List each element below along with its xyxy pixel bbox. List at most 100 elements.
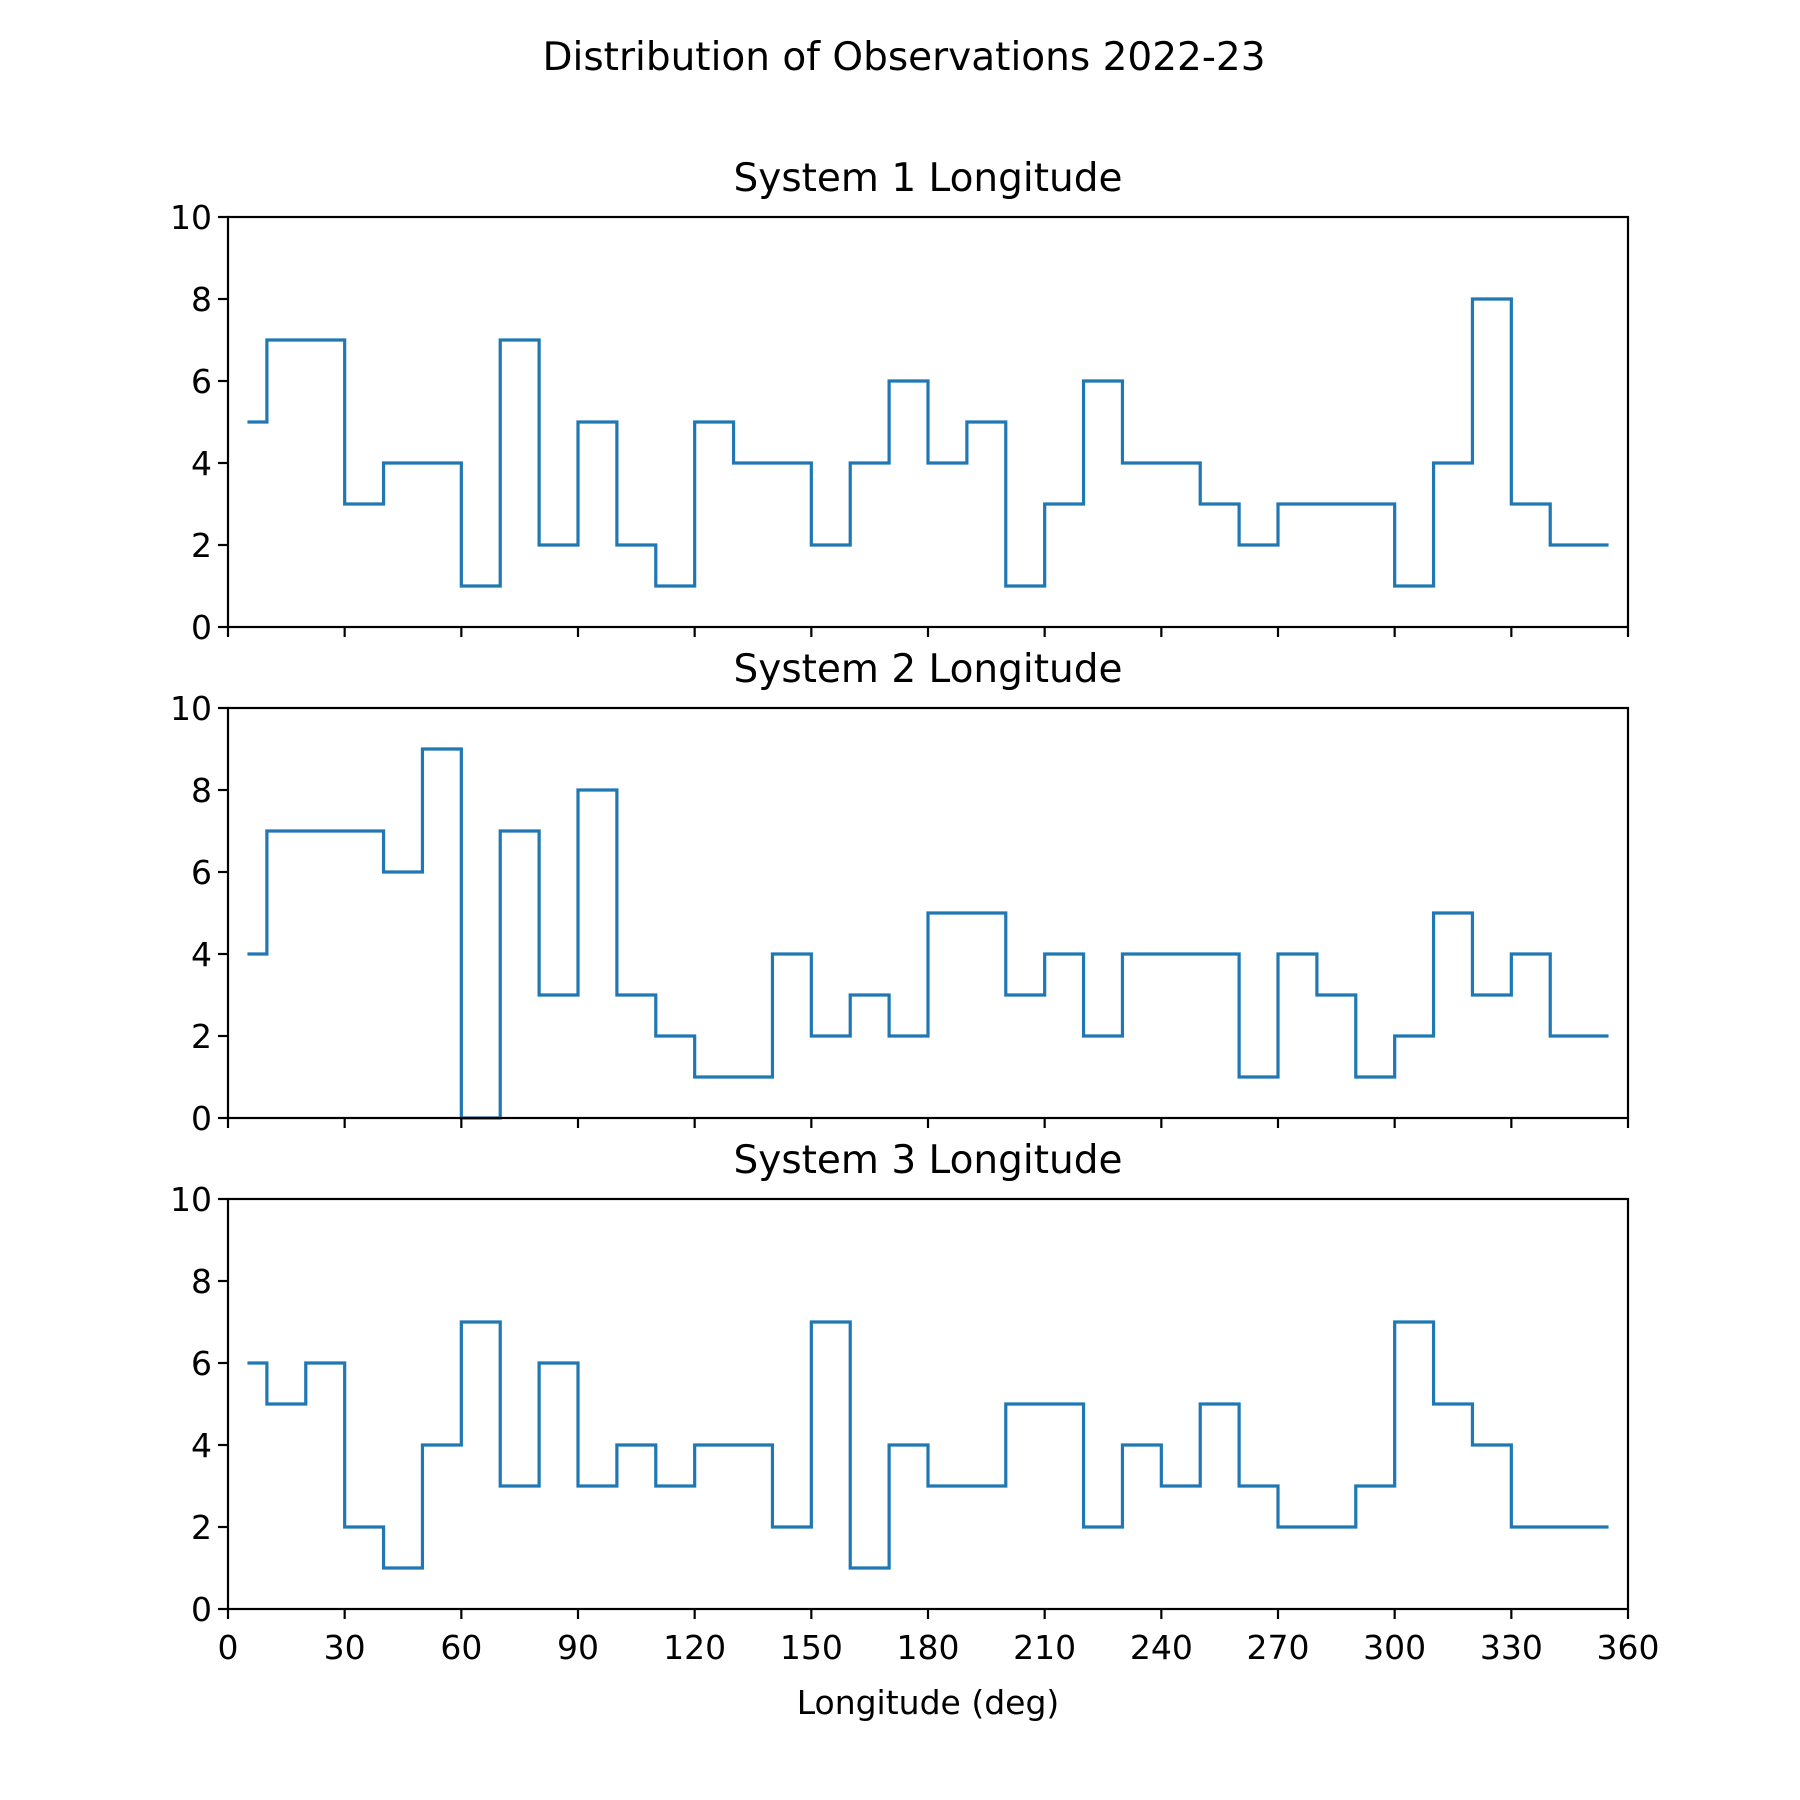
data-point xyxy=(1257,543,1261,547)
y-tick-label: 2 xyxy=(191,1508,212,1547)
data-point xyxy=(1023,584,1027,588)
y-tick-label: 0 xyxy=(191,1590,212,1629)
data-point xyxy=(1607,1034,1611,1038)
data-point xyxy=(1023,993,1027,997)
data-point xyxy=(557,1361,561,1365)
x-tick-label: 300 xyxy=(1363,1628,1426,1667)
data-point xyxy=(595,420,599,424)
data-point xyxy=(401,1566,405,1570)
data-point xyxy=(1607,1525,1611,1529)
data-point xyxy=(1529,952,1533,956)
data-point xyxy=(829,1320,833,1324)
x-tick-label: 210 xyxy=(1013,1628,1076,1667)
data-point xyxy=(323,338,327,342)
subplot-3: System 3 Longitude 0 2 4 6 8 10 0 30 60 90 120 150 18… xyxy=(170,1138,1660,1722)
y-tick-label: 4 xyxy=(191,935,212,974)
data-point xyxy=(1179,952,1183,956)
data-point xyxy=(1101,1034,1105,1038)
data-point xyxy=(401,870,405,874)
data-point xyxy=(518,829,522,833)
data-point xyxy=(1257,1484,1261,1488)
data-point xyxy=(518,338,522,342)
data-point xyxy=(1490,993,1494,997)
data-point xyxy=(1451,461,1455,465)
x-tick-label: 240 xyxy=(1130,1628,1193,1667)
data-point xyxy=(790,461,794,465)
y-tick-label: 10 xyxy=(170,1180,212,1219)
data-point xyxy=(245,952,249,956)
y-tick-label: 10 xyxy=(170,689,212,728)
x-tick-label: 150 xyxy=(780,1628,843,1667)
data-point xyxy=(1062,502,1066,506)
step-series-line xyxy=(247,297,1609,588)
x-tick-label: 90 xyxy=(557,1628,599,1667)
y-tick-label: 2 xyxy=(191,1017,212,1056)
data-point xyxy=(868,993,872,997)
x-tick-label: 60 xyxy=(440,1628,482,1667)
data-point xyxy=(945,911,949,915)
x-tick-label: 180 xyxy=(897,1628,960,1667)
data-point xyxy=(362,829,366,833)
data-point xyxy=(1334,993,1338,997)
data-point xyxy=(751,461,755,465)
data-point xyxy=(1412,584,1416,588)
data-point xyxy=(284,1402,288,1406)
data-point xyxy=(440,747,444,751)
data-point xyxy=(634,543,638,547)
subplot-1: System 1 Longitude 0 2 4 6 8 10 xyxy=(170,156,1630,647)
data-point xyxy=(1451,1402,1455,1406)
data-point xyxy=(984,420,988,424)
x-tick-label: 270 xyxy=(1247,1628,1310,1667)
data-point xyxy=(323,1361,327,1365)
data-point xyxy=(829,1034,833,1038)
data-point xyxy=(984,911,988,915)
data-point xyxy=(1140,952,1144,956)
data-point xyxy=(751,1075,755,1079)
step-series-line xyxy=(247,1320,1609,1570)
data-point xyxy=(284,338,288,342)
x-tick-label: 360 xyxy=(1597,1628,1660,1667)
data-point xyxy=(1179,1484,1183,1488)
figure-title: Distribution of Observations 2022-23 xyxy=(542,35,1265,80)
y-tick-label: 10 xyxy=(170,198,212,237)
data-point xyxy=(634,993,638,997)
x-axis-label: Longitude (deg) xyxy=(797,1683,1060,1722)
y-tick-label: 8 xyxy=(191,280,212,319)
data-point xyxy=(673,1484,677,1488)
x-tick-label: 120 xyxy=(663,1628,726,1667)
data-point xyxy=(712,420,716,424)
data-point xyxy=(1140,461,1144,465)
data-point xyxy=(868,1566,872,1570)
data-point xyxy=(790,1525,794,1529)
data-point xyxy=(401,461,405,465)
data-point xyxy=(1568,543,1572,547)
data-point xyxy=(1257,1075,1261,1079)
y-tick-label: 2 xyxy=(191,526,212,565)
data-point xyxy=(1451,911,1455,915)
data-point xyxy=(1179,461,1183,465)
data-point xyxy=(1373,502,1377,506)
data-point xyxy=(323,829,327,833)
data-point xyxy=(1412,1034,1416,1038)
y-tick-label: 8 xyxy=(191,771,212,810)
data-point xyxy=(984,1484,988,1488)
data-point xyxy=(1490,297,1494,301)
data-point xyxy=(1412,1320,1416,1324)
subplot-title: System 1 Longitude xyxy=(733,156,1122,201)
data-point xyxy=(1490,1443,1494,1447)
data-point xyxy=(1568,1034,1572,1038)
data-point xyxy=(1373,1075,1377,1079)
y-tick-label: 6 xyxy=(191,853,212,892)
y-tick-label: 4 xyxy=(191,444,212,483)
data-point xyxy=(479,1320,483,1324)
data-point xyxy=(1373,1484,1377,1488)
data-point xyxy=(245,1361,249,1365)
data-point xyxy=(751,1443,755,1447)
data-point xyxy=(479,584,483,588)
y-tick-label: 0 xyxy=(191,608,212,647)
data-point xyxy=(829,543,833,547)
data-point xyxy=(1062,952,1066,956)
x-tick-label: 30 xyxy=(324,1628,366,1667)
data-point xyxy=(1218,952,1222,956)
